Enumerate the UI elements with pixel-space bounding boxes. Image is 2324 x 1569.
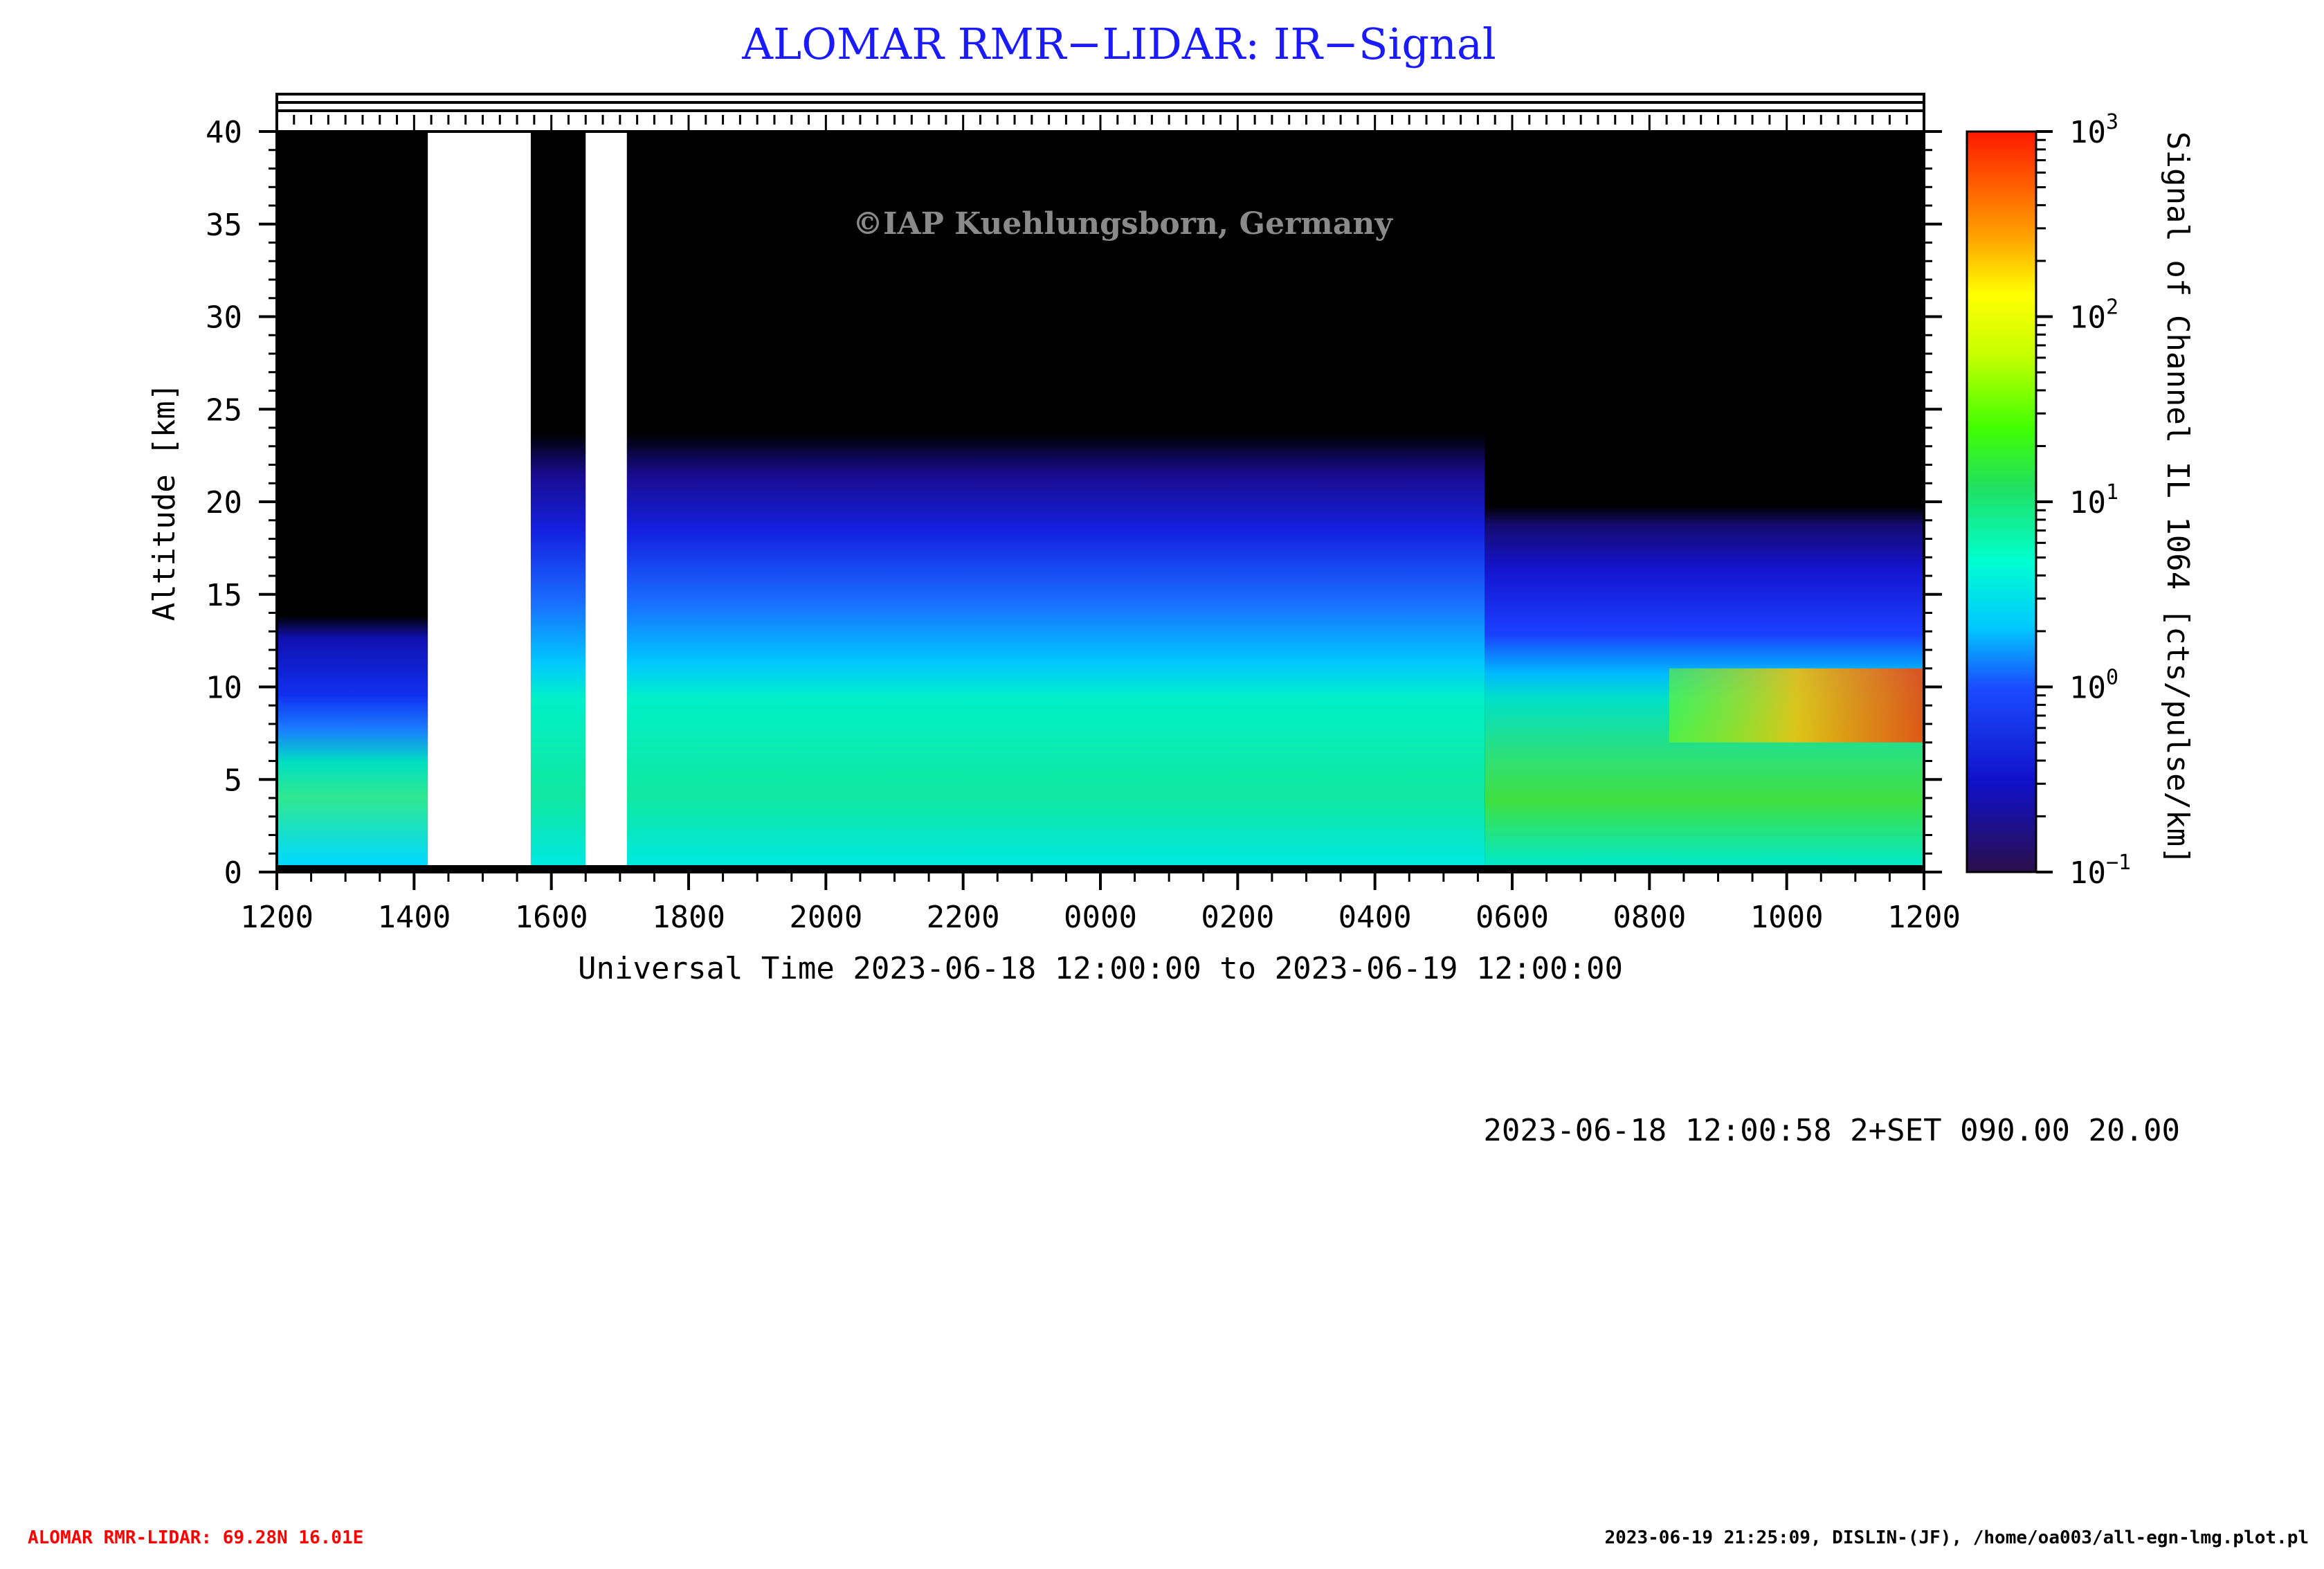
y-tick-label: 20: [206, 485, 242, 520]
watermark: ©IAP Kuehlungsborn, Germany: [853, 206, 1393, 242]
info-line: 2023-06-18 12:00:58 2+SET 090.00 20.00: [1483, 1113, 2180, 1148]
y-tick-label: 10: [206, 671, 242, 706]
y-tick-label: 5: [224, 763, 243, 798]
x-tick-label: 2000: [789, 900, 862, 935]
footer-left: ALOMAR RMR-LIDAR: 69.28N 16.01E: [28, 1527, 363, 1548]
x-tick-label: 2200: [927, 900, 1000, 935]
y-tick-label: 15: [206, 578, 242, 613]
x-tick-label: 1800: [652, 900, 725, 935]
colorbar-tick-label: 103: [2069, 110, 2118, 150]
colorbar-tick-label: 101: [2069, 480, 2118, 520]
colorbar: [1966, 130, 2037, 873]
x-tick-label: 0600: [1476, 900, 1549, 935]
heatmap-image: [277, 131, 1924, 865]
colorbar-tick-label: 100: [2069, 666, 2118, 706]
colorbar-tick-label: 10−1: [2069, 851, 2131, 891]
no-data-gap: [428, 131, 531, 865]
y-tick-label: 0: [224, 855, 243, 891]
no-data-gap: [585, 131, 627, 865]
colorbar-tick-label: 102: [2069, 296, 2118, 336]
x-tick-label: 1200: [1887, 900, 1961, 935]
y-tick-label: 35: [206, 208, 242, 243]
chart-title: ALOMAR RMR−LIDAR: IR−Signal: [741, 19, 1496, 69]
x-tick-label: 0800: [1613, 900, 1686, 935]
colorbar-label: Signal of Channel IL 1064 [cts/pulse/km]: [2160, 131, 2195, 865]
data-availability-strip: [275, 93, 1925, 133]
footer-right: 2023-06-19 21:25:09, DISLIN-(JF), /home/…: [1605, 1527, 2309, 1548]
x-tick-label: 1200: [240, 900, 314, 935]
y-axis: 0 5 10 15 20 25 30 35 40: [206, 115, 1942, 891]
x-tick-label: 0400: [1338, 900, 1412, 935]
y-tick-label: 25: [206, 392, 242, 428]
x-tick-label: 1400: [377, 900, 451, 935]
x-tick-label: 1600: [515, 900, 588, 935]
y-axis-label: Altitude [km]: [147, 383, 182, 621]
y-tick-label: 30: [206, 300, 242, 336]
y-tick-label: 40: [206, 115, 242, 150]
x-tick-label: 0000: [1064, 900, 1137, 935]
x-tick-label: 1000: [1750, 900, 1824, 935]
x-tick-label: 0200: [1201, 900, 1274, 935]
x-axis-label: Universal Time 2023-06-18 12:00:00 to 20…: [578, 951, 1623, 986]
cloud-layer: [1669, 668, 1924, 743]
signal-region: [530, 168, 1485, 865]
signal-region: [277, 298, 428, 865]
x-axis: 1200 1400 1600 1800 2000 2200 0000 0200 0400 0600…: [240, 872, 1961, 935]
signal-region: [1485, 224, 1924, 865]
colorbar-ticks: 103 102 101 100 10−1: [2036, 110, 2131, 891]
